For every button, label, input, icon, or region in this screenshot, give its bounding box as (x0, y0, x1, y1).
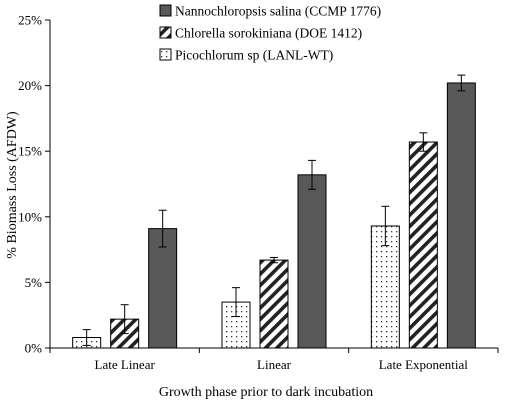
legend: Nannochloropsis salina (CCMP 1776) Chlore… (159, 4, 381, 63)
y-tick-label: 15% (18, 144, 42, 159)
bars (72, 82, 476, 349)
y-tick-label: 25% (18, 13, 42, 28)
error-bars (82, 74, 466, 346)
legend-swatch (159, 26, 172, 39)
legend-label: Nannochloropsis salina (CCMP 1776) (175, 4, 381, 19)
y-tick-label: 20% (18, 78, 42, 93)
legend-swatch (159, 4, 172, 17)
x-axis-title: Growth phase prior to dark incubation (159, 385, 373, 400)
y-tick-label: 5% (25, 275, 43, 290)
legend-label: Chlorella sorokiniana (DOE 1412) (175, 26, 362, 41)
x-tick-label: Late Linear (95, 357, 156, 372)
y-axis-ticks: 0% 5% 10% 15% 20% 25% (18, 13, 50, 356)
plot-area: 0% 5% 10% 15% 20% 25% Late Linear Linear Late E… (18, 13, 499, 372)
legend-label: Picochlorum sp (LANL-WT) (175, 48, 333, 63)
y-axis-title: % Biomass Loss (AFDW) (5, 111, 20, 259)
x-tick-label: Linear (257, 357, 292, 372)
y-tick-label: 0% (25, 341, 43, 356)
bar (408, 141, 438, 349)
x-tick-label: Late Exponential (379, 357, 469, 372)
bar (297, 174, 327, 349)
x-axis-ticks: Late Linear Linear Late Exponential (49, 348, 499, 372)
legend-swatch (159, 48, 172, 61)
bar (446, 82, 476, 349)
y-tick-label: 10% (18, 209, 42, 224)
bar (259, 259, 289, 349)
